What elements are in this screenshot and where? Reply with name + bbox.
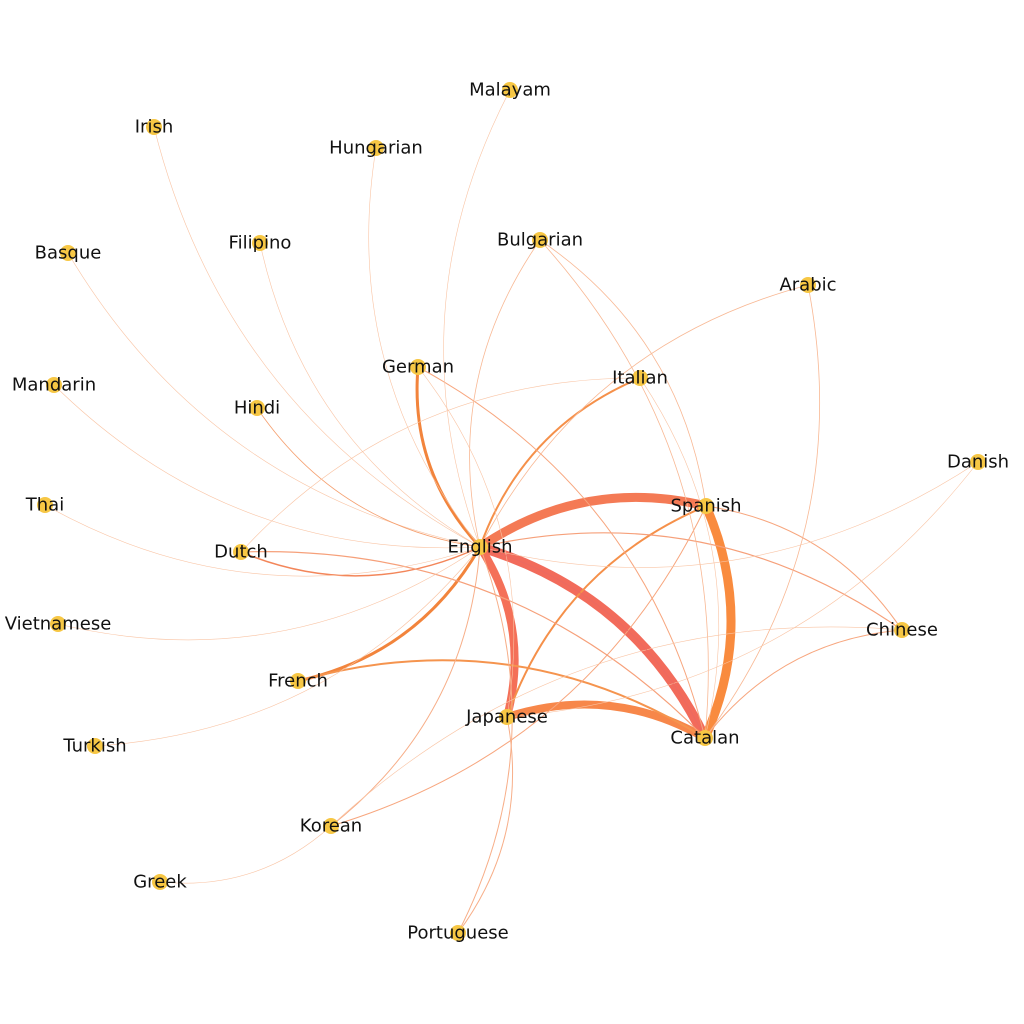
node-portuguese[interactable]	[450, 925, 466, 941]
edge-english-german	[415, 365, 482, 549]
node-label-turkish: Turkish	[62, 736, 126, 757]
edge-english-mandarin	[53, 384, 481, 549]
edge-english-hindi	[256, 407, 481, 548]
node-irish[interactable]	[146, 119, 162, 135]
node-label-spanish: Spanish	[670, 496, 741, 517]
edge-bulgarian-catalan	[539, 239, 709, 739]
edge-japanese-catalan	[503, 700, 709, 742]
node-french[interactable]	[290, 673, 306, 689]
node-label-french: French	[268, 671, 328, 692]
node-malayam[interactable]	[502, 82, 518, 98]
edge-english-italian	[479, 377, 641, 548]
node-label-japanese: Japanese	[465, 707, 548, 728]
edge-english-thai	[44, 504, 481, 577]
edge-korean-chinese	[330, 626, 903, 827]
edge-bulgarian-spanish	[539, 239, 707, 507]
node-dutch[interactable]	[233, 544, 249, 560]
edge-english-spanish	[475, 492, 711, 552]
edge-japanese-spanish	[506, 505, 707, 718]
edge-english-arabic	[479, 284, 809, 548]
node-layer	[37, 82, 986, 941]
edge-german-japanese	[417, 366, 515, 718]
edge-english-turkish	[94, 546, 481, 747]
edge-english-japanese	[476, 543, 519, 721]
node-label-hungarian: Hungarian	[329, 138, 423, 159]
node-label-bulgarian: Bulgarian	[497, 230, 583, 251]
edge-english-filipino	[259, 242, 481, 548]
node-german[interactable]	[410, 359, 426, 375]
node-label-mandarin: Mandarin	[12, 375, 96, 396]
node-vietnamese[interactable]	[50, 616, 66, 632]
edge-danish-japanese	[506, 461, 979, 718]
edge-spanish-chinese	[705, 505, 903, 631]
edge-english-irish	[153, 126, 481, 548]
node-bulgarian[interactable]	[532, 232, 548, 248]
node-label-thai: Thai	[25, 495, 64, 516]
edge-english-vietnamese	[57, 546, 481, 641]
node-greek[interactable]	[152, 874, 168, 890]
edge-english-bulgarian	[469, 239, 541, 548]
edge-english-chinese	[479, 532, 903, 631]
node-english[interactable]	[472, 539, 488, 555]
node-arabic[interactable]	[800, 277, 816, 293]
edge-danish-english	[479, 461, 979, 568]
node-label-hindi: Hindi	[234, 398, 280, 419]
node-label-danish: Danish	[947, 452, 1009, 473]
node-spanish[interactable]	[698, 498, 714, 514]
node-label-greek: Greek	[133, 872, 187, 893]
node-japanese[interactable]	[499, 709, 515, 725]
node-label-portuguese: Portuguese	[407, 923, 508, 944]
node-korean[interactable]	[323, 818, 339, 834]
node-danish[interactable]	[970, 454, 986, 470]
edge-dutch-italian	[240, 377, 641, 553]
node-label-arabic: Arabic	[779, 275, 836, 296]
edge-english-malayam	[443, 89, 511, 548]
node-label-basque: Basque	[35, 243, 102, 264]
edge-arabic-catalan	[704, 284, 820, 739]
edge-french-catalan	[297, 659, 706, 739]
edge-english-dutch	[240, 546, 481, 577]
edge-english-korean	[330, 546, 481, 827]
edge-spanish-korean	[330, 505, 707, 827]
edge-dutch-catalan	[240, 550, 706, 739]
node-filipino[interactable]	[252, 235, 268, 251]
edge-korean-greek	[159, 825, 332, 884]
node-label-german: German	[382, 357, 454, 378]
node-mandarin[interactable]	[46, 377, 62, 393]
node-label-catalan: Catalan	[670, 728, 739, 749]
node-label-dutch: Dutch	[214, 542, 268, 563]
node-label-chinese: Chinese	[866, 620, 938, 641]
node-label-italian: Italian	[612, 368, 668, 389]
node-hungarian[interactable]	[368, 140, 384, 156]
node-basque[interactable]	[60, 245, 76, 261]
label-layer: English Spanish Catalan Japanese Chinese Fren…	[5, 80, 1009, 944]
edge-layer	[44, 89, 979, 934]
node-italian[interactable]	[632, 370, 648, 386]
node-label-filipino: Filipino	[229, 233, 292, 254]
node-turkish[interactable]	[87, 738, 103, 754]
node-label-vietnamese: Vietnamese	[5, 614, 112, 635]
node-catalan[interactable]	[697, 730, 713, 746]
edge-english-hungarian	[368, 147, 481, 548]
node-thai[interactable]	[37, 497, 53, 513]
node-label-english: English	[448, 537, 513, 558]
edge-english-catalan	[479, 546, 706, 739]
node-label-korean: Korean	[300, 816, 362, 837]
edge-catalan-chinese	[704, 629, 903, 739]
edge-italian-catalan	[639, 377, 720, 739]
node-label-malayam: Malayam	[469, 80, 551, 101]
node-label-irish: Irish	[135, 117, 174, 138]
edge-german-catalan	[417, 366, 706, 739]
node-hindi[interactable]	[249, 400, 265, 416]
node-chinese[interactable]	[894, 622, 910, 638]
edge-spanish-catalan	[700, 501, 736, 743]
edge-japanese-portuguese	[457, 716, 514, 934]
edge-english-basque	[67, 252, 481, 548]
